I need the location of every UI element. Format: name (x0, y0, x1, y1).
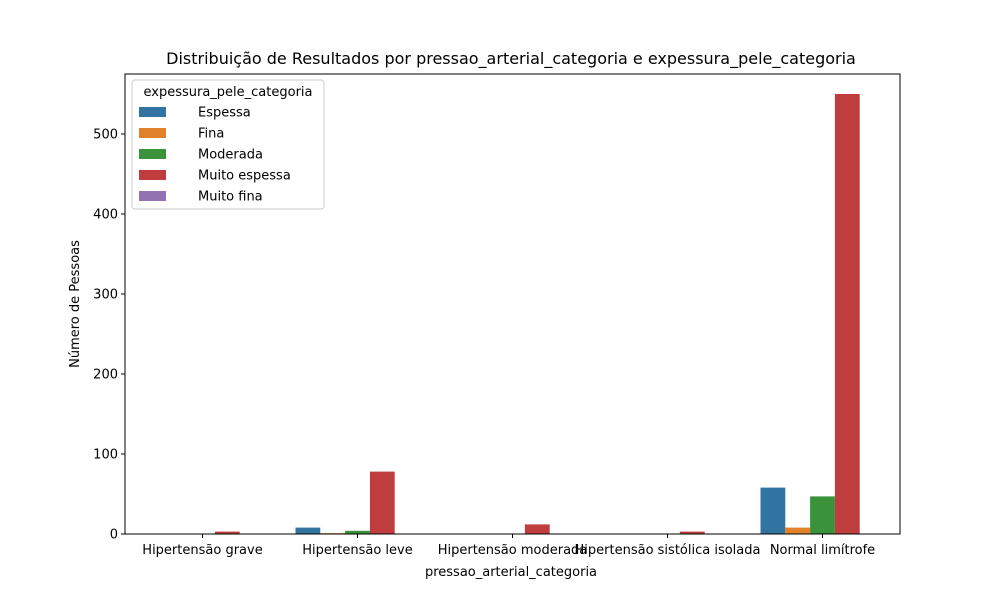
x-tick-label: Hipertensão sistólica isolada (575, 543, 761, 558)
y-tick-label: 400 (93, 208, 118, 223)
x-axis-label: pressao_arterial_categoria (425, 565, 597, 580)
legend-swatch (139, 149, 166, 159)
x-tick-label: Hipertensão grave (142, 543, 262, 558)
y-tick-label: 200 (93, 368, 118, 383)
x-axis: Hipertensão grave Hipertensão leve Hiperte… (142, 534, 875, 558)
y-tick-label: 0 (110, 528, 118, 543)
legend-swatch (139, 170, 166, 180)
y-axis: 0 100 200 300 400 500 (93, 128, 125, 543)
legend-swatch (139, 107, 166, 117)
bar (810, 496, 835, 534)
bar (214, 531, 240, 534)
legend-swatch (139, 191, 166, 201)
legend-label: Muito fina (198, 190, 263, 205)
y-tick-label: 100 (93, 448, 118, 463)
legend-label: Moderada (198, 148, 263, 163)
y-tick-label: 300 (93, 288, 118, 303)
x-tick-label: Hipertensão moderada (438, 543, 588, 558)
legend-label: Muito espessa (198, 169, 291, 184)
bars-layer (214, 94, 860, 534)
bar (295, 527, 321, 534)
legend-box (131, 79, 325, 210)
legend-title: expessura_pele_categoria (143, 85, 312, 100)
y-axis-label: Número de Pessoas (68, 240, 83, 368)
legend-label: Fina (198, 127, 224, 142)
y-tick-label: 500 (93, 128, 118, 143)
x-tick-label: Hipertensão leve (302, 543, 412, 558)
bar (369, 471, 395, 534)
legend-label: Espessa (198, 106, 251, 121)
chart-title: Distribuição de Resultados por pressao_a… (166, 49, 856, 69)
bar (760, 487, 786, 534)
legend: expessura_pele_categoria Espessa Fina Mode… (131, 79, 325, 210)
legend-swatch (139, 128, 166, 138)
x-tick-label: Normal limítrofe (770, 543, 875, 558)
bar (345, 530, 370, 534)
bar (679, 531, 705, 534)
legend-items: Espessa Fina Moderada Muito espessa Muito fi… (139, 106, 291, 205)
bar (785, 527, 811, 534)
bar (524, 524, 550, 534)
bar (834, 94, 860, 534)
